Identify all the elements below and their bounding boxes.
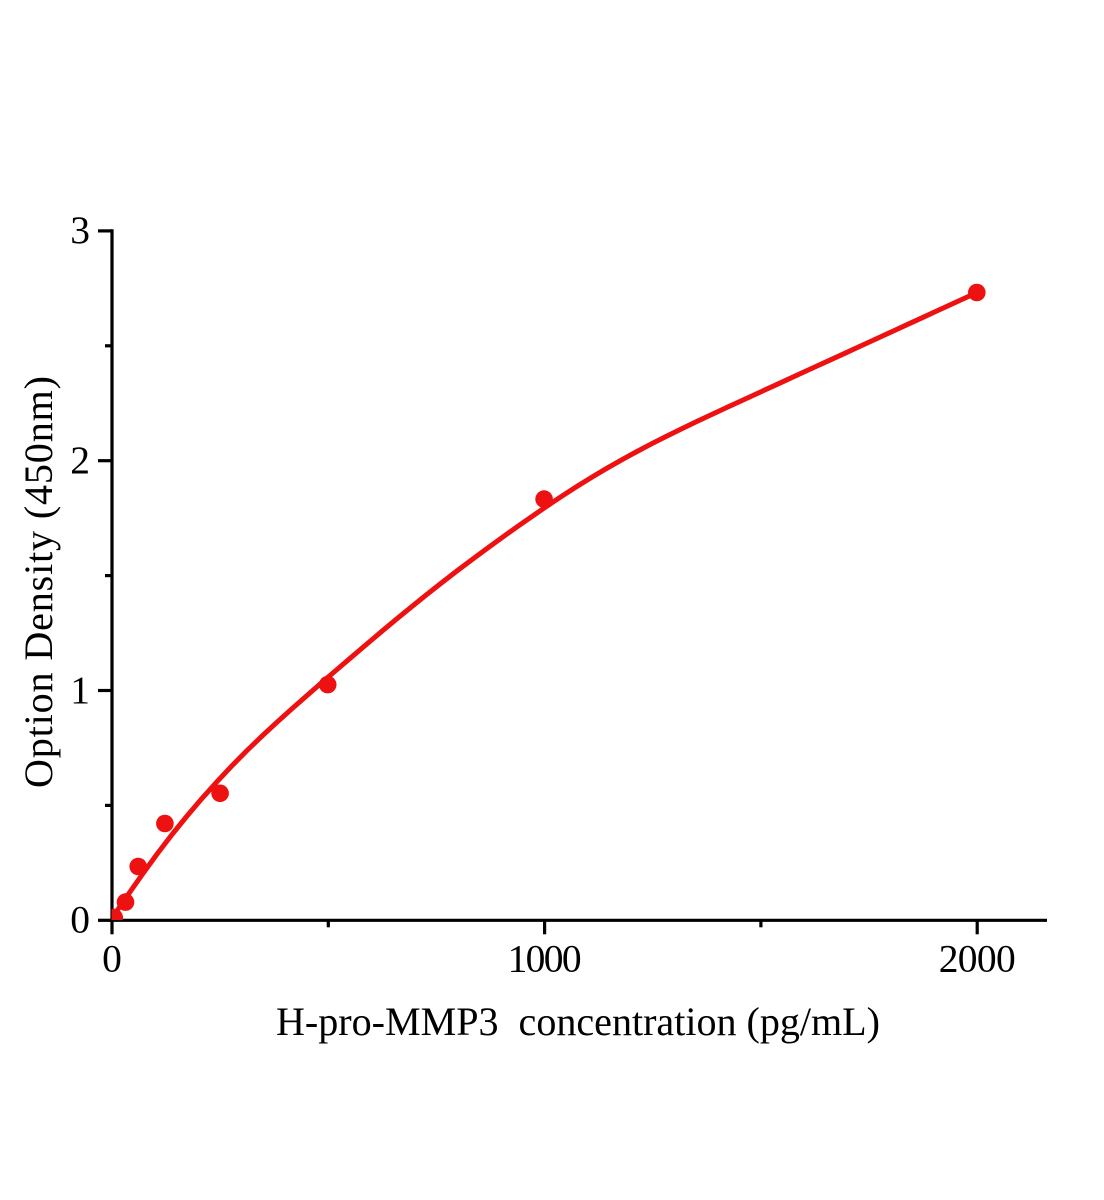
- svg-text:3: 3: [70, 208, 90, 252]
- svg-text:2: 2: [70, 438, 90, 482]
- svg-text:1000: 1000: [508, 937, 582, 981]
- svg-text:0: 0: [70, 898, 90, 942]
- svg-text:H-pro-MMP3 concentration (pg/: H-pro-MMP3 concentration (pg/mL): [276, 999, 880, 1044]
- svg-text:Option Density (450nm): Option Density (450nm): [16, 376, 61, 788]
- svg-text:2000: 2000: [939, 937, 1016, 981]
- svg-text:1: 1: [70, 668, 90, 712]
- svg-text:0: 0: [102, 937, 122, 981]
